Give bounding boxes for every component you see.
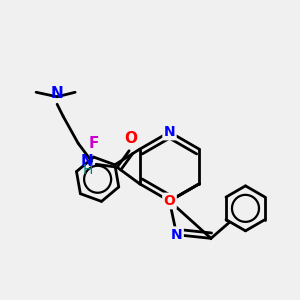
Text: N: N [164, 125, 175, 139]
Text: H: H [83, 163, 93, 177]
Text: N: N [80, 154, 93, 169]
Text: N: N [51, 86, 64, 101]
Text: O: O [124, 131, 137, 146]
Text: N: N [171, 228, 182, 242]
Text: F: F [88, 136, 99, 151]
Text: O: O [164, 194, 175, 208]
